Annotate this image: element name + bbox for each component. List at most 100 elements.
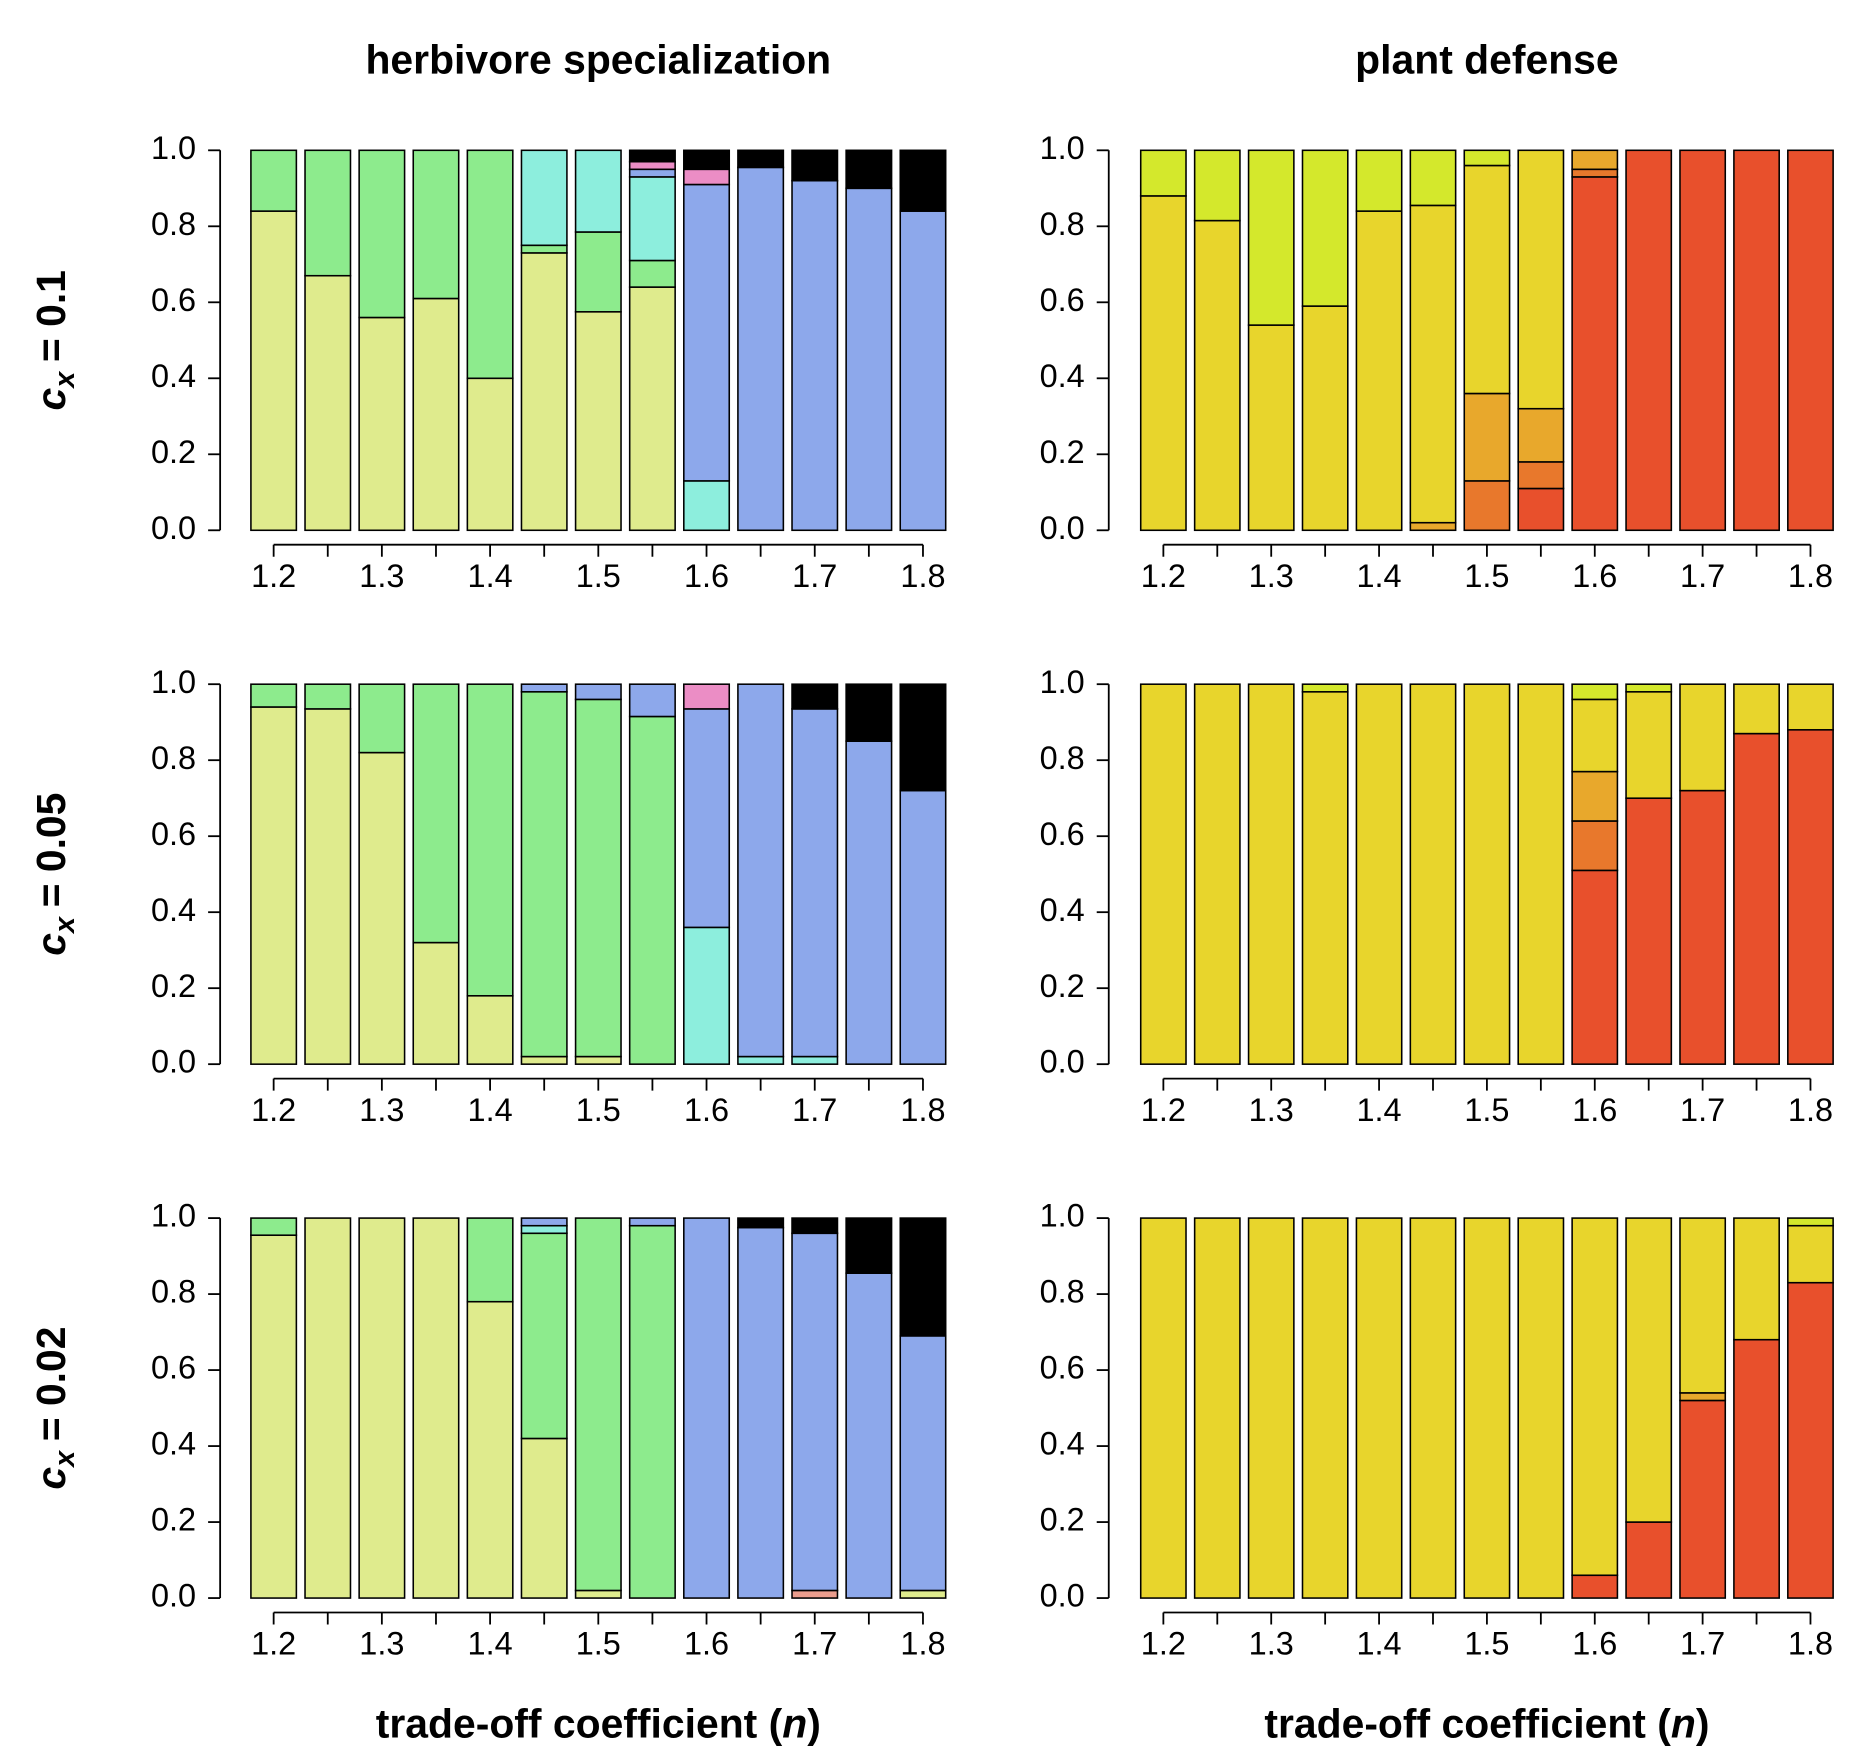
- y-tick-label: 0.0: [151, 1578, 196, 1614]
- y-tick-label: 0.6: [151, 1350, 196, 1386]
- bar-segment: [1301, 1217, 1349, 1599]
- bar-segment: [899, 789, 947, 1065]
- bar-segment: [1571, 149, 1619, 171]
- y-tick-label: 0.8: [1040, 1274, 1085, 1310]
- panel: 0.0 0.2 0.4 0.6 0.8 1.0 1.2 1.3 1.4 1.5 1.6 1.7 1.8 p…: [1040, 36, 1834, 594]
- bar-segment: [1193, 683, 1241, 1065]
- row-label-symbol: c: [28, 933, 74, 956]
- bar-segment: [1409, 204, 1457, 524]
- bar-segment: [520, 1437, 568, 1599]
- x-tick-label: 1.8: [1788, 558, 1833, 594]
- row-label-subscript: x: [49, 915, 81, 935]
- x-tick-label: 1.3: [359, 558, 404, 594]
- bar-segment: [683, 168, 731, 186]
- y-tick-label: 0.4: [151, 358, 196, 394]
- bar-segment: [1787, 729, 1834, 1065]
- y-tick-label: 0.6: [151, 282, 196, 318]
- y-tick-label: 0.4: [1040, 358, 1085, 394]
- x-axis-title-part: ): [1696, 1701, 1710, 1747]
- bar-segment: [845, 740, 893, 1065]
- panel-title: plant defense: [1355, 36, 1618, 82]
- bar-segment: [574, 1589, 622, 1599]
- bar-segment: [899, 210, 947, 532]
- bar-segment: [574, 683, 622, 701]
- bar-segment: [466, 994, 514, 1065]
- bar-segment: [628, 160, 676, 171]
- x-tick-label: 1.4: [1357, 558, 1402, 594]
- y-tick-label: 0.8: [151, 1274, 196, 1310]
- bar-segment: [304, 149, 352, 277]
- bar-segment: [520, 683, 568, 693]
- row-label-text: = 0.05: [28, 793, 74, 908]
- bar-segment: [520, 691, 568, 1058]
- bar-segment: [574, 149, 622, 233]
- x-tick-label: 1.4: [468, 1092, 513, 1128]
- y-tick-label: 0.0: [151, 510, 196, 546]
- bar-segment: [791, 1232, 839, 1592]
- bar-segment: [1247, 149, 1295, 326]
- y-tick-label: 0.4: [1040, 1426, 1085, 1462]
- bar-segment: [250, 210, 298, 532]
- y-tick-label: 1.0: [151, 1198, 196, 1234]
- bar-segment: [520, 244, 568, 254]
- y-tick-label: 0.2: [1040, 1502, 1085, 1538]
- bar-segment: [1463, 164, 1511, 395]
- bar-segment: [899, 683, 947, 792]
- bar-segment: [845, 187, 893, 532]
- bar-segment: [1139, 149, 1187, 197]
- bar-segment: [1571, 1574, 1619, 1599]
- bar-segment: [791, 708, 839, 1058]
- x-tick-label: 1.5: [576, 558, 621, 594]
- x-tick-label: 1.4: [1357, 1092, 1402, 1128]
- row-label-text: = 0.1: [28, 270, 74, 362]
- bar-segment: [1787, 1224, 1834, 1284]
- bar-segment: [1139, 195, 1187, 532]
- bar-segment: [250, 149, 298, 212]
- bar-segment: [1571, 168, 1619, 178]
- bar-segment: [1733, 732, 1780, 1065]
- bar-segment: [520, 1217, 568, 1227]
- bar-segment: [1517, 683, 1565, 1065]
- bar-segment: [899, 1335, 947, 1592]
- bar-segment: [628, 149, 676, 163]
- x-tick-label: 1.8: [900, 558, 945, 594]
- bar-segment: [899, 149, 947, 212]
- y-tick-label: 0.8: [151, 206, 196, 242]
- bar-segment: [1571, 869, 1619, 1065]
- bar-segment: [1301, 305, 1349, 532]
- y-tick-label: 0.4: [151, 892, 196, 928]
- bar-segment: [683, 149, 731, 171]
- bar-segment: [845, 1217, 893, 1274]
- bar-segment: [791, 683, 839, 710]
- bar-segment: [1463, 1217, 1511, 1599]
- x-tick-label: 1.6: [684, 1092, 729, 1128]
- bar-segment: [466, 1217, 514, 1303]
- bar-segment: [520, 1224, 568, 1235]
- bar-segment: [845, 1272, 893, 1599]
- x-tick-label: 1.2: [1141, 1626, 1186, 1662]
- x-tick-label: 1.6: [684, 1626, 729, 1662]
- y-tick-label: 0.6: [1040, 282, 1085, 318]
- x-tick-label: 1.7: [1680, 558, 1725, 594]
- x-tick-label: 1.6: [1572, 558, 1617, 594]
- bar-segment: [1139, 683, 1187, 1065]
- bar-segment: [1517, 1217, 1565, 1599]
- bar-segment: [1409, 521, 1457, 532]
- x-tick-label: 1.8: [1788, 1092, 1833, 1128]
- row-label-subscript: x: [49, 370, 81, 390]
- x-axis-title-part: n: [782, 1701, 807, 1747]
- bar-segment: [1733, 149, 1780, 532]
- bar-segment: [1463, 149, 1511, 167]
- bar-segment: [304, 708, 352, 1065]
- y-tick-label: 0.6: [1040, 1350, 1085, 1386]
- y-tick-label: 0.4: [151, 1426, 196, 1462]
- bar-segment: [1193, 1217, 1241, 1599]
- y-tick-label: 0.8: [1040, 206, 1085, 242]
- bar-segment: [1787, 683, 1834, 731]
- bar-segment: [1517, 461, 1565, 490]
- x-tick-label: 1.4: [1357, 1626, 1402, 1662]
- bar-segment: [1301, 691, 1349, 1065]
- bar-segment: [1679, 1392, 1727, 1402]
- x-tick-label: 1.2: [1141, 1092, 1186, 1128]
